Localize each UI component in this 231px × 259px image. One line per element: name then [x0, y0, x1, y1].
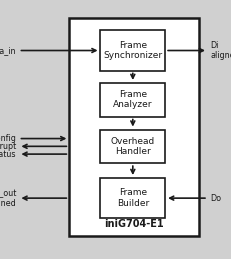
Text: Data_out
aligned: Data_out aligned [0, 189, 16, 208]
Text: Data_in: Data_in [0, 46, 16, 55]
Text: Frame
Analyzer: Frame Analyzer [113, 90, 152, 109]
Bar [100, 83, 165, 117]
Text: iniG704-E1: iniG704-E1 [104, 219, 164, 229]
Text: Config: Config [0, 134, 16, 143]
Text: Overhead
Handler: Overhead Handler [111, 137, 155, 156]
Bar [100, 178, 165, 218]
Bar [100, 130, 165, 163]
Bar [69, 18, 199, 236]
Text: Status: Status [0, 150, 16, 159]
Text: Interrupt: Interrupt [0, 142, 16, 151]
Text: Frame
Builder: Frame Builder [117, 189, 149, 208]
Bar [100, 30, 165, 70]
Text: Do: Do [210, 194, 221, 203]
Text: Di
aligned: Di aligned [210, 41, 231, 60]
Text: Frame
Synchronizer: Frame Synchronizer [103, 41, 162, 60]
